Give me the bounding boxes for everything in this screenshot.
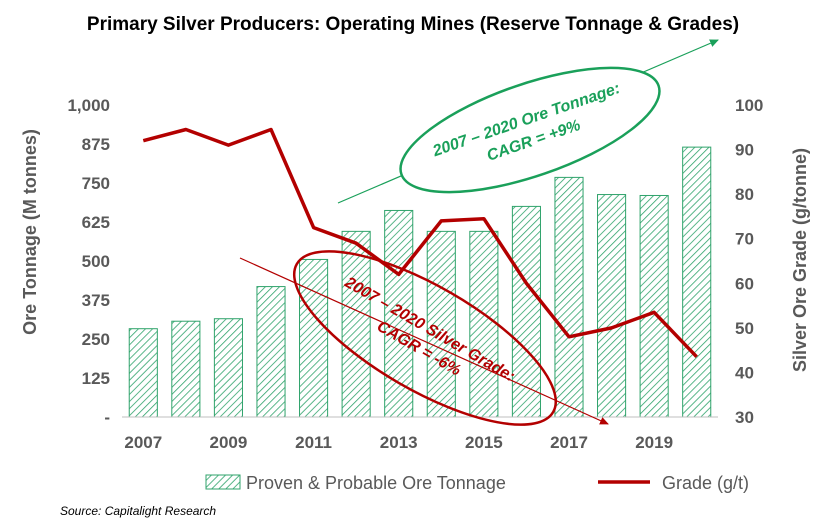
tonnage-cagr-annotation: 2007 – 2020 Ore Tonnage: CAGR = +9%: [337, 39, 719, 204]
grade-cagr-annotation: 2007 – 2020 Silver Grade: CAGR = -6%: [239, 250, 609, 426]
bar-2018: [597, 194, 627, 418]
bar-2014: [426, 230, 456, 418]
chart-title: Primary Silver Producers: Operating Mine…: [87, 14, 739, 35]
bar-2020: [682, 146, 712, 418]
right-tick-label: 80: [735, 185, 754, 204]
legend: Proven & Probable Ore Tonnage Grade (g/t…: [205, 473, 749, 493]
x-tick-label: 2009: [210, 433, 248, 452]
left-tick-label: 250: [82, 330, 110, 349]
bar-2008: [171, 320, 201, 418]
bar-2012: [341, 230, 371, 418]
right-axis-label: Silver Ore Grade (g/tonne): [790, 148, 810, 372]
bar-2015: [469, 230, 499, 418]
grade-ellipse: [292, 250, 558, 426]
right-tick-label: 60: [735, 274, 754, 293]
right-tick-label: 90: [735, 141, 754, 160]
x-tick-label: 2019: [635, 433, 673, 452]
x-axis-ticks: 2007 2009 2011 2013 2015 2017 2019: [124, 433, 673, 452]
left-tick-label: 125: [82, 369, 110, 388]
grade-trend-arrow: [239, 257, 609, 425]
bar-2017: [554, 176, 584, 418]
left-tick-label: 750: [82, 174, 110, 193]
grade-line-series: [142, 127, 698, 359]
bar-2010: [256, 286, 286, 418]
left-tick-label: 500: [82, 252, 110, 271]
bar-2009: [213, 318, 243, 418]
source-note: Source: Capitalight Research: [60, 504, 216, 518]
right-tick-label: 100: [735, 96, 763, 115]
right-tick-label: 70: [735, 230, 754, 249]
legend-label-tonnage: Proven & Probable Ore Tonnage: [246, 473, 506, 493]
left-tick-label: 375: [82, 291, 110, 310]
bar-2007: [128, 328, 158, 418]
x-tick-label: 2015: [465, 433, 503, 452]
grade-line: [142, 127, 698, 359]
legend-swatch-tonnage: [205, 474, 241, 490]
tonnage-ellipse: [399, 66, 661, 194]
x-tick-label: 2011: [295, 433, 332, 452]
legend-label-grade: Grade (g/t): [662, 473, 749, 493]
bar-2011: [299, 258, 329, 418]
left-tick-label: 1,000: [67, 96, 110, 115]
bar-2016: [511, 205, 541, 418]
right-axis-ticks: 30 40 50 60 70 80 90 100: [735, 96, 763, 427]
left-tick-label: 625: [82, 213, 110, 232]
x-tick-label: 2007: [124, 433, 162, 452]
bar-series: [128, 146, 712, 418]
left-tick-label: 875: [82, 135, 110, 154]
right-tick-label: 30: [735, 408, 754, 427]
right-tick-label: 40: [735, 363, 754, 382]
right-tick-label: 50: [735, 319, 754, 338]
left-axis-ticks: - 125 250 375 500 625 750 875 1,000: [67, 96, 110, 427]
x-tick-label: 2013: [380, 433, 418, 452]
bar-2019: [639, 194, 669, 418]
left-axis-label: Ore Tonnage (M tonnes): [20, 129, 40, 335]
left-tick-label: -: [104, 408, 110, 427]
x-tick-label: 2017: [550, 433, 588, 452]
